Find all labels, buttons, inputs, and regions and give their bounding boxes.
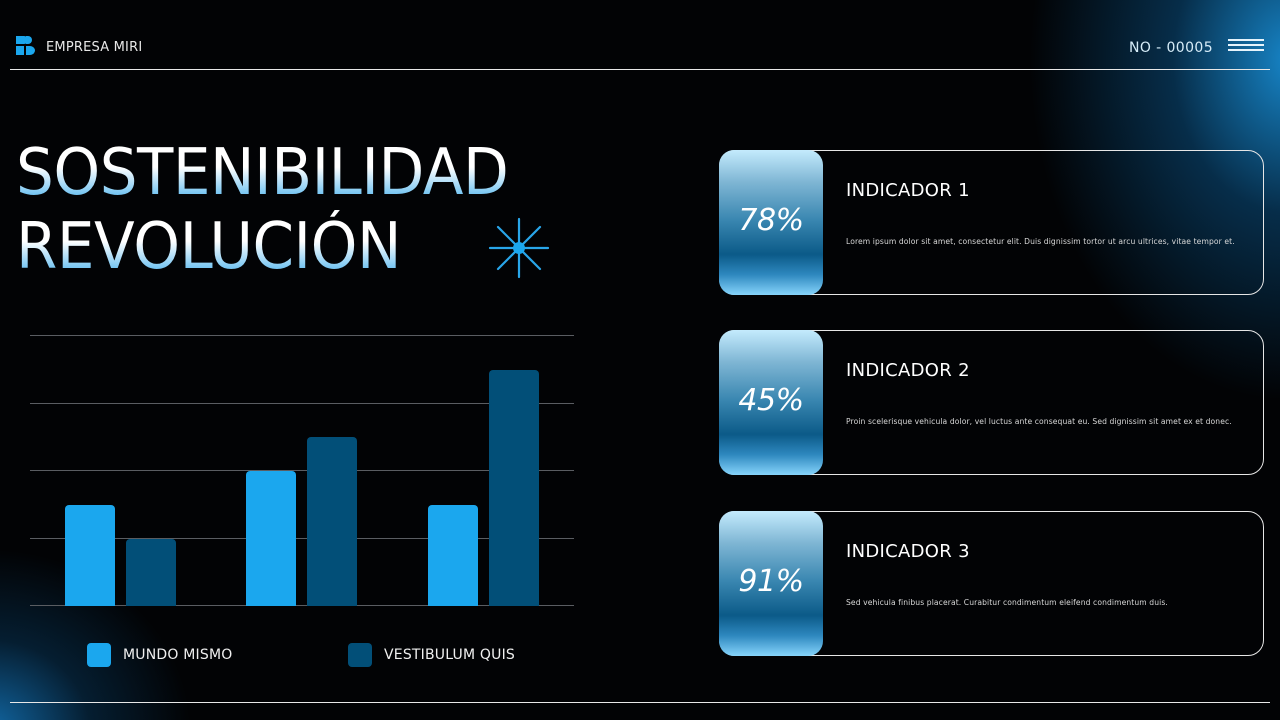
indicator-value-tile: 45% xyxy=(719,330,823,475)
gridline xyxy=(30,605,574,606)
hamburger-menu-icon[interactable] xyxy=(1228,39,1264,53)
title-line-2: REVOLUCIÓN xyxy=(16,210,508,284)
bar-vestibulum-quis xyxy=(307,437,358,606)
gridline xyxy=(30,470,574,471)
indicator-card-3: 91% INDICADOR 3 Sed vehicula finibus pla… xyxy=(719,511,1264,656)
header-divider xyxy=(10,69,1270,70)
title-line-1: SOSTENIBILIDAD xyxy=(16,136,509,210)
indicator-value: 78% xyxy=(738,203,804,238)
indicator-title: INDICADOR 2 xyxy=(846,360,970,381)
document-number: NO - 00005 xyxy=(1129,40,1213,56)
menu-line xyxy=(1228,39,1264,41)
menu-line xyxy=(1228,49,1264,51)
indicator-title: INDICADOR 1 xyxy=(846,180,970,201)
indicator-description: Proin scelerisque vehicula dolor, vel lu… xyxy=(846,417,1232,426)
bar-chart xyxy=(30,335,574,606)
bar-mundo-mismo xyxy=(246,471,297,606)
legend-label: MUNDO MISMO xyxy=(123,647,233,663)
gridline xyxy=(30,335,574,336)
bar-vestibulum-quis xyxy=(488,369,539,606)
legend-swatch xyxy=(87,643,111,667)
page-title: SOSTENIBILIDAD REVOLUCIÓN xyxy=(16,136,545,284)
menu-line xyxy=(1228,44,1264,46)
bar-vestibulum-quis xyxy=(126,538,176,606)
bar-mundo-mismo xyxy=(427,504,478,606)
indicator-description: Sed vehicula finibus placerat. Curabitur… xyxy=(846,598,1168,607)
indicator-value: 45% xyxy=(738,383,804,418)
legend-swatch xyxy=(348,643,372,667)
gridline xyxy=(30,402,574,404)
footer-divider xyxy=(10,702,1270,703)
gridline xyxy=(30,537,574,539)
legend-item-mundo-mismo: MUNDO MISMO xyxy=(87,643,232,667)
indicator-card-2: 45% INDICADOR 2 Proin scelerisque vehicu… xyxy=(719,330,1264,475)
indicator-title: INDICADOR 3 xyxy=(846,541,970,562)
indicator-description: Lorem ipsum dolor sit amet, consectetur … xyxy=(846,237,1235,246)
indicator-value-tile: 91% xyxy=(719,511,823,656)
brand-name: EMPRESA MIRI xyxy=(46,40,143,55)
indicator-value: 91% xyxy=(738,564,804,599)
legend-label: VESTIBULUM QUIS xyxy=(384,647,516,663)
building-blocks-logo-icon xyxy=(16,36,35,55)
indicator-card-1: 78% INDICADOR 1 Lorem ipsum dolor sit am… xyxy=(719,150,1264,295)
indicator-value-tile: 78% xyxy=(719,150,823,295)
starburst-icon xyxy=(488,217,550,279)
bar-mundo-mismo xyxy=(65,504,115,606)
legend-item-vestibulum-quis: VESTIBULUM QUIS xyxy=(348,643,515,667)
